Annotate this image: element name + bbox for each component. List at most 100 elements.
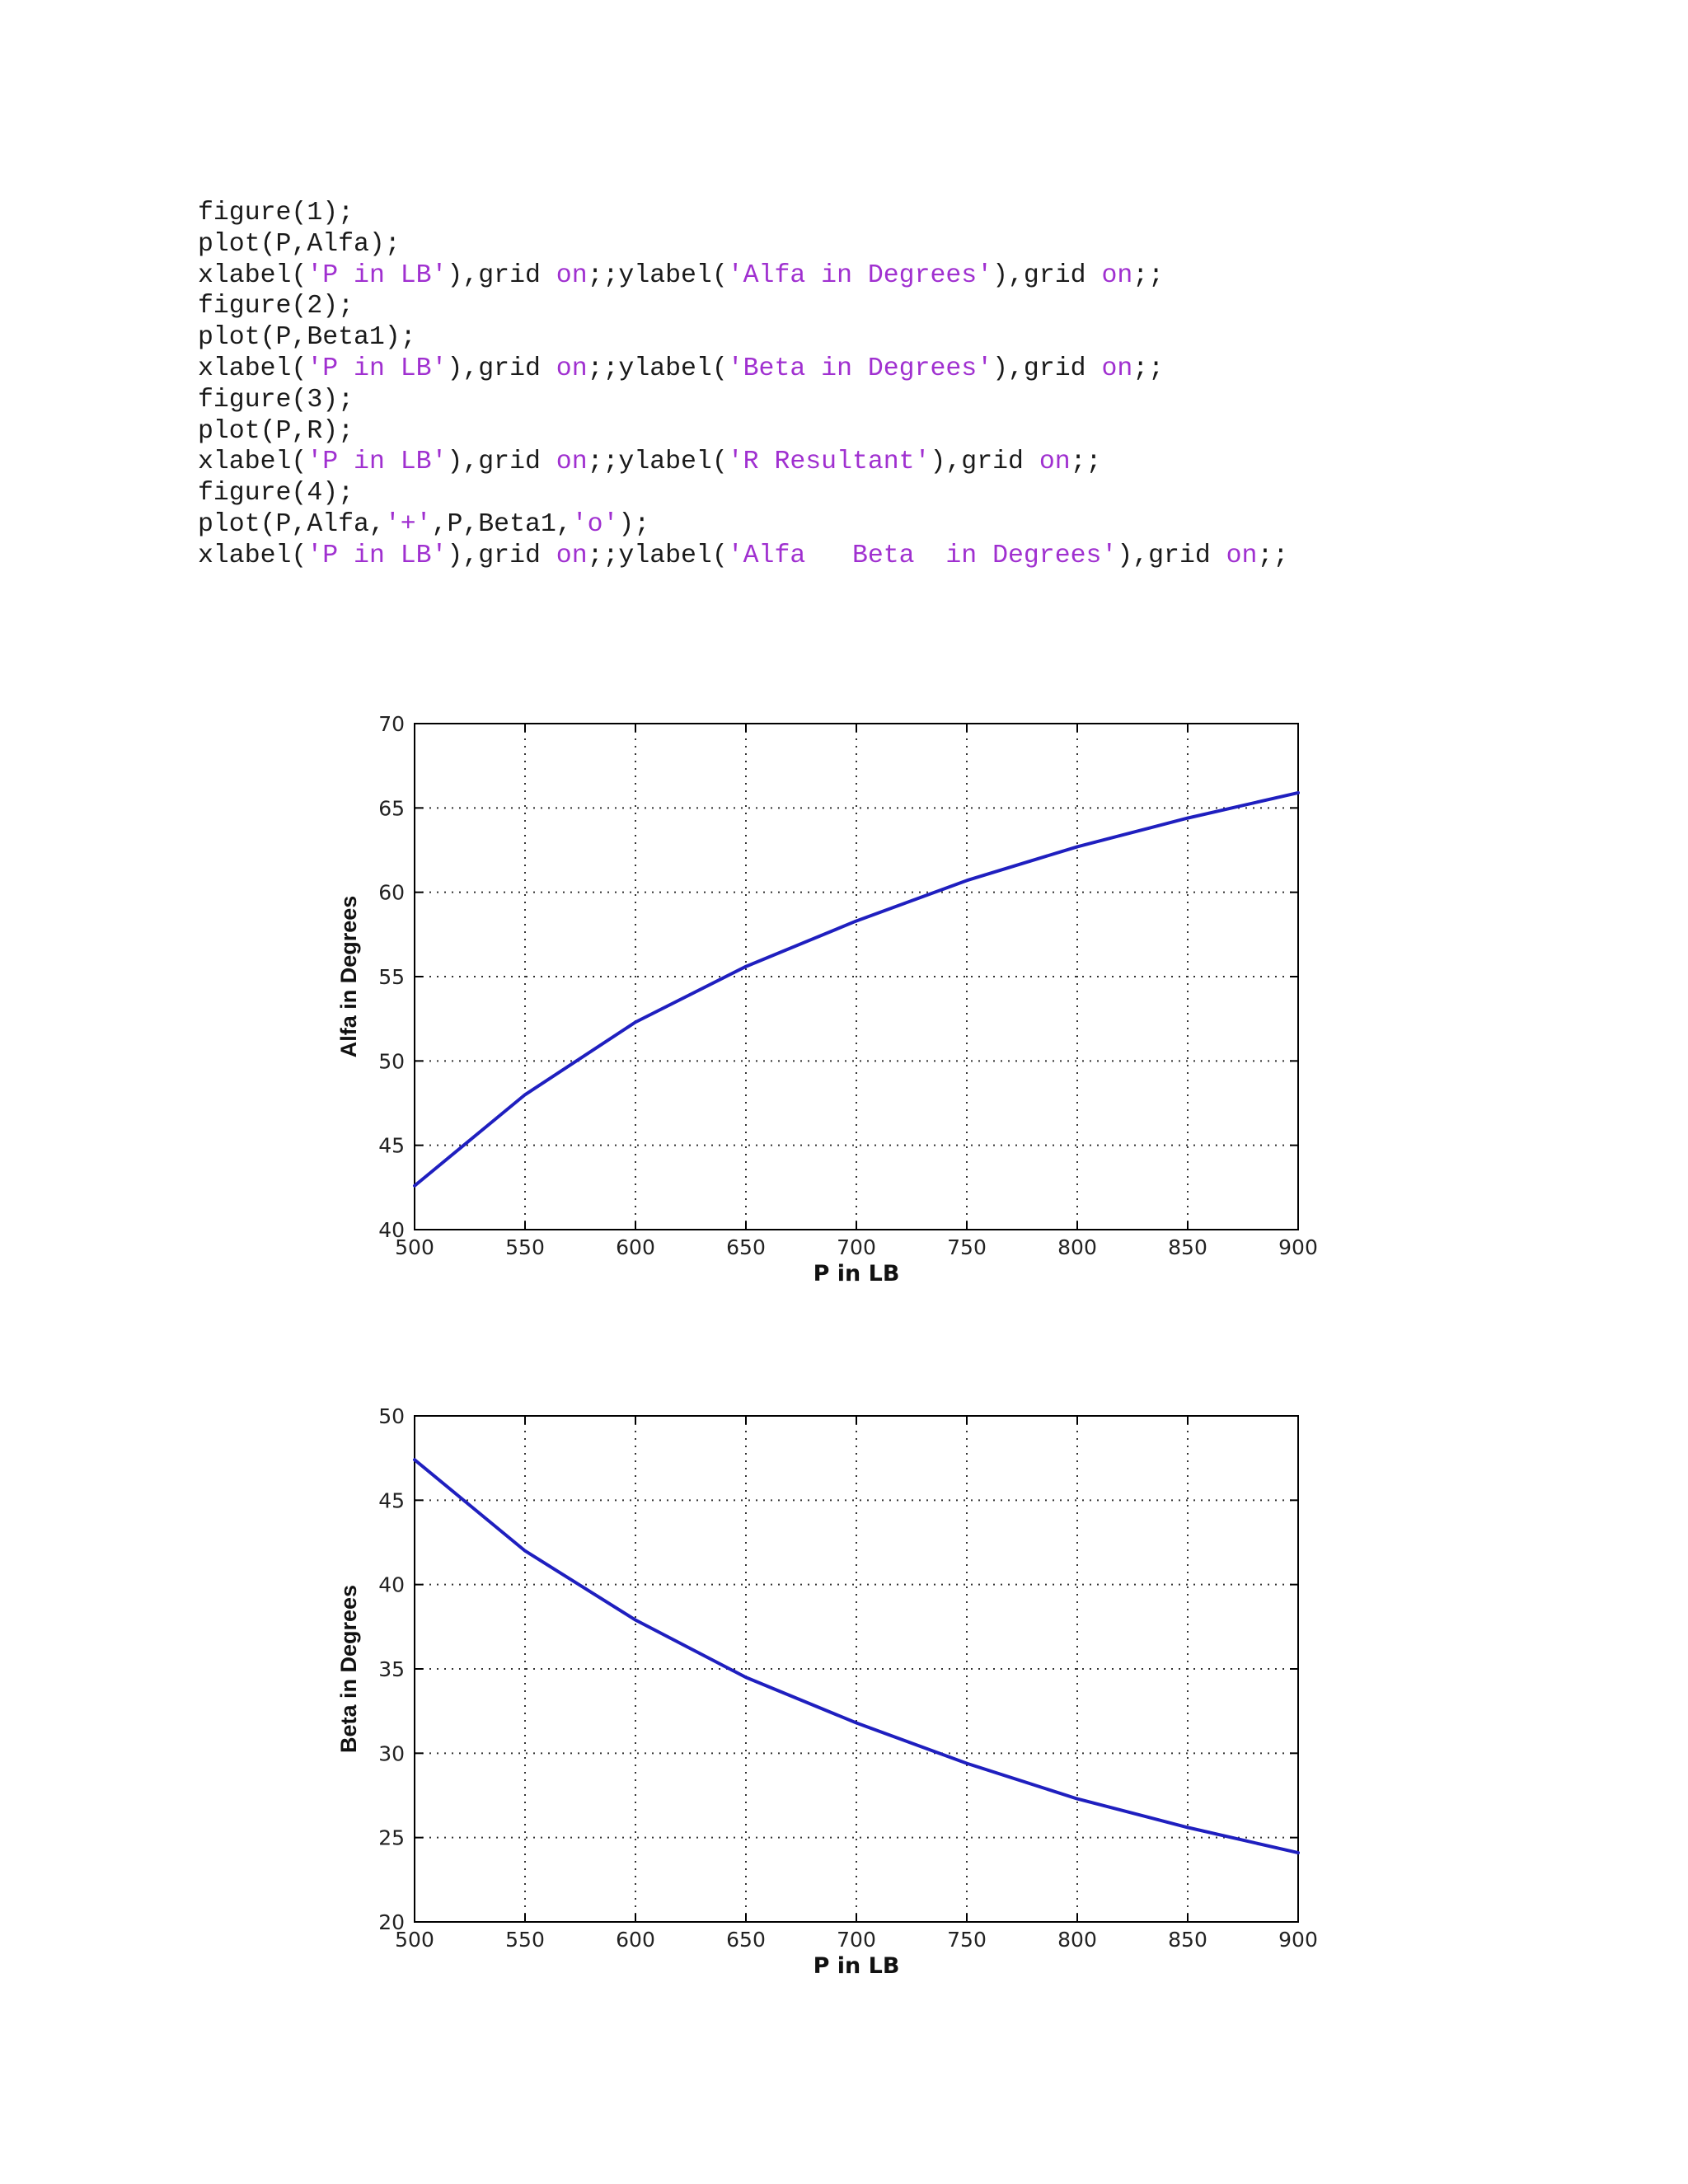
x-tick-label: 800	[1057, 1235, 1097, 1259]
code-line: xlabel('P in LB'),grid on;;ylabel('R Res…	[198, 447, 1599, 478]
code-token: ),grid	[447, 541, 556, 570]
code-token: plot(P,R);	[198, 416, 354, 446]
code-token: 'R Resultant'	[727, 448, 931, 477]
code-token: 'P in LB'	[307, 541, 448, 570]
code-token: figure(4);	[198, 479, 354, 509]
code-token: 'Alfa in Degrees'	[727, 260, 993, 290]
code-token: on	[1101, 354, 1133, 383]
code-token: ;;ylabel(	[587, 448, 728, 477]
code-line: figure(3);	[198, 385, 1599, 416]
y-tick-label: 20	[378, 1910, 405, 1934]
x-tick-label: 700	[837, 1928, 876, 1952]
code-token: ),grid	[992, 354, 1102, 383]
x-tick-label: 650	[726, 1235, 766, 1259]
code-token: 'Alfa Beta in Degrees'	[727, 541, 1118, 570]
chart-alfa-vs-p: 500 550 600 650 700 750 800 850 900 40 45 50 55 60 65 7…	[0, 709, 1688, 1335]
code-line: figure(1);	[198, 198, 1599, 229]
y-tick-label: 60	[378, 881, 405, 905]
x-tick-label: 550	[505, 1928, 545, 1952]
code-token: on	[556, 541, 588, 570]
code-token: ),grid	[1117, 541, 1226, 570]
code-line: plot(P,Beta1);	[198, 322, 1599, 354]
y-tick-label: 55	[378, 965, 405, 989]
code-token: on	[1226, 541, 1258, 570]
code-token: figure(3);	[198, 385, 354, 415]
code-token: 'o'	[571, 509, 619, 539]
code-line: plot(P,Alfa,'+',P,Beta1,'o');	[198, 509, 1599, 541]
code-token: );	[618, 509, 650, 539]
y-tick-label: 50	[378, 1404, 405, 1428]
code-token: on	[1101, 260, 1133, 290]
code-token: on	[556, 260, 588, 290]
code-token: ),grid	[447, 260, 556, 290]
code-token: 'P in LB'	[307, 448, 448, 477]
code-token: xlabel(	[198, 354, 307, 383]
code-token: ;;	[1257, 541, 1289, 570]
code-token: figure(1);	[198, 199, 354, 227]
x-tick-label: 600	[616, 1235, 655, 1259]
matlab-code-block: figure(1); plot(P,Alfa); xlabel('P in LB')…	[198, 198, 1599, 572]
y-tick-label: 45	[378, 1488, 405, 1512]
y-axis-title: Alfa in Degrees	[336, 896, 361, 1058]
code-token: ,P,Beta1,	[431, 509, 572, 539]
code-token: xlabel(	[198, 448, 307, 477]
x-tick-label: 850	[1168, 1928, 1207, 1952]
code-line: plot(P,Alfa);	[198, 229, 1599, 260]
code-token: 'Beta in Degrees'	[727, 354, 993, 383]
x-tick-label: 550	[505, 1235, 545, 1259]
y-axis-title: Beta in Degrees	[336, 1585, 361, 1753]
x-axis-title: P in LB	[814, 1261, 900, 1286]
code-token: 'P in LB'	[307, 260, 448, 290]
code-token: xlabel(	[198, 541, 307, 570]
y-tick-label: 50	[378, 1049, 405, 1073]
code-token: plot(P,Beta1);	[198, 323, 416, 353]
code-token: ;;	[1070, 448, 1102, 477]
y-tick-label: 65	[378, 796, 405, 820]
code-token: ),grid	[447, 354, 556, 383]
code-token: figure(2);	[198, 292, 354, 321]
y-tick-label: 30	[378, 1741, 405, 1765]
y-tick-label: 45	[378, 1134, 405, 1158]
code-line: xlabel('P in LB'),grid on;;ylabel('Beta …	[198, 354, 1599, 385]
x-tick-label: 750	[947, 1235, 987, 1259]
code-token: on	[556, 354, 588, 383]
y-tick-label: 35	[378, 1657, 405, 1681]
x-tick-label: 800	[1057, 1928, 1097, 1952]
x-tick-label: 900	[1278, 1235, 1318, 1259]
x-tick-label: 500	[395, 1235, 434, 1259]
code-token: ;;	[1132, 354, 1165, 383]
code-line: plot(P,R);	[198, 416, 1599, 448]
x-tick-label: 900	[1278, 1928, 1318, 1952]
y-tick-label: 40	[378, 1218, 405, 1242]
x-tick-label: 600	[616, 1928, 655, 1952]
chart-beta-vs-p: 500 550 600 650 700 750 800 850 900 20 25 30 35 40 45 5…	[0, 1401, 1688, 2027]
series-line	[413, 1458, 1300, 1855]
code-token: ),grid	[930, 448, 1039, 477]
x-axis-title: P in LB	[814, 1953, 900, 1979]
code-token: ;;	[1132, 260, 1165, 290]
code-token: ;;ylabel(	[587, 354, 728, 383]
code-token: ),grid	[447, 448, 556, 477]
code-line: figure(4);	[198, 478, 1599, 509]
x-tick-label: 700	[837, 1235, 876, 1259]
y-tick-label: 70	[378, 712, 405, 736]
x-tick-label: 850	[1168, 1235, 1207, 1259]
code-token: plot(P,Alfa);	[198, 229, 401, 259]
code-token: xlabel(	[198, 260, 307, 290]
code-line: xlabel('P in LB'),grid on;;ylabel('Alfa …	[198, 260, 1599, 292]
code-token: on	[1039, 448, 1071, 477]
x-tick-label: 750	[947, 1928, 987, 1952]
x-tick-label: 650	[726, 1928, 766, 1952]
code-token: ),grid	[992, 260, 1102, 290]
chart-svg: 500 550 600 650 700 750 800 850 900 40 45 50 55 60 65 7…	[336, 712, 1318, 1286]
code-token: '+'	[384, 509, 432, 539]
series-line	[413, 790, 1300, 1188]
code-token: ;;ylabel(	[587, 541, 728, 570]
code-line: xlabel('P in LB'),grid on;;ylabel('Alfa …	[198, 541, 1599, 572]
code-token: plot(P,Alfa,	[198, 509, 385, 539]
y-tick-label: 25	[378, 1826, 405, 1850]
chart-svg: 500 550 600 650 700 750 800 850 900 20 25 30 35 40 45 5…	[336, 1404, 1318, 1979]
x-tick-label: 500	[395, 1928, 434, 1952]
code-token: ;;ylabel(	[587, 260, 728, 290]
code-token: on	[556, 448, 588, 477]
